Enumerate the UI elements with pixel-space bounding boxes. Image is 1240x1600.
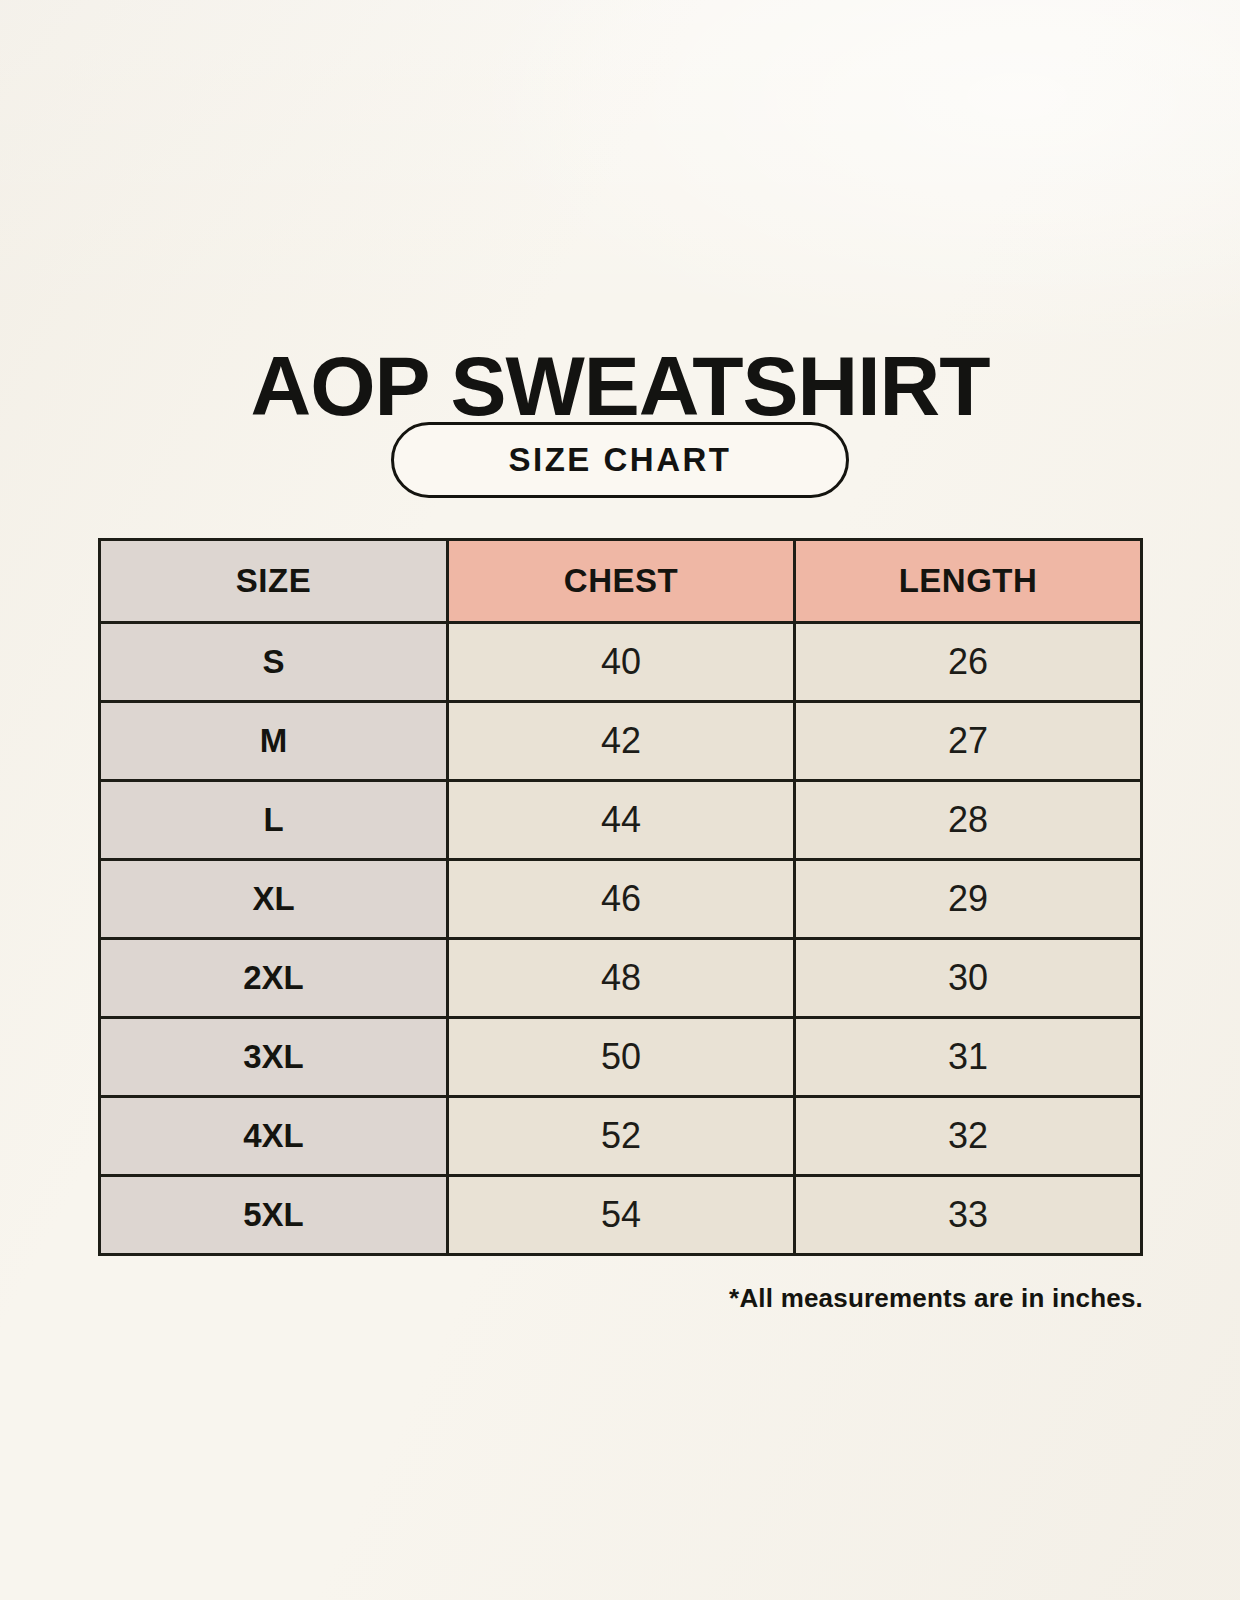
length-value: 32	[794, 1097, 1141, 1176]
size-chart-button-label: SIZE CHART	[509, 441, 732, 479]
size-chart-graphic: AOP SWEATSHIRT SIZE CHART SIZE CHEST LEN…	[0, 0, 1240, 1600]
column-header-length: LENGTH	[794, 540, 1141, 623]
measurements-footnote: *All measurements are in inches.	[729, 1283, 1143, 1314]
table-row: L4428	[100, 781, 1142, 860]
size-table: SIZE CHEST LENGTH S4026M4227L4428XL46292…	[98, 538, 1143, 1256]
table-row: S4026	[100, 623, 1142, 702]
size-label: 4XL	[100, 1097, 448, 1176]
size-table-header: SIZE CHEST LENGTH	[100, 540, 1142, 623]
length-value: 29	[794, 860, 1141, 939]
size-table-body: S4026M4227L4428XL46292XL48303XL50314XL52…	[100, 623, 1142, 1255]
column-header-chest: CHEST	[448, 540, 795, 623]
chest-value: 52	[448, 1097, 795, 1176]
chest-value: 46	[448, 860, 795, 939]
size-label: XL	[100, 860, 448, 939]
chest-value: 40	[448, 623, 795, 702]
table-row: M4227	[100, 702, 1142, 781]
chest-value: 50	[448, 1018, 795, 1097]
header-row: SIZE CHEST LENGTH	[100, 540, 1142, 623]
size-label: 5XL	[100, 1176, 448, 1255]
table-row: 4XL5232	[100, 1097, 1142, 1176]
size-label: S	[100, 623, 448, 702]
table-row: XL4629	[100, 860, 1142, 939]
table-row: 2XL4830	[100, 939, 1142, 1018]
size-label: 3XL	[100, 1018, 448, 1097]
table-row: 3XL5031	[100, 1018, 1142, 1097]
length-value: 28	[794, 781, 1141, 860]
page-title: AOP SWEATSHIRT	[0, 344, 1240, 428]
length-value: 26	[794, 623, 1141, 702]
size-label: M	[100, 702, 448, 781]
length-value: 31	[794, 1018, 1141, 1097]
chest-value: 48	[448, 939, 795, 1018]
column-header-size: SIZE	[100, 540, 448, 623]
size-chart-button[interactable]: SIZE CHART	[391, 422, 849, 498]
chest-value: 42	[448, 702, 795, 781]
size-label: 2XL	[100, 939, 448, 1018]
size-label: L	[100, 781, 448, 860]
length-value: 33	[794, 1176, 1141, 1255]
chest-value: 44	[448, 781, 795, 860]
table-row: 5XL5433	[100, 1176, 1142, 1255]
length-value: 30	[794, 939, 1141, 1018]
length-value: 27	[794, 702, 1141, 781]
chest-value: 54	[448, 1176, 795, 1255]
